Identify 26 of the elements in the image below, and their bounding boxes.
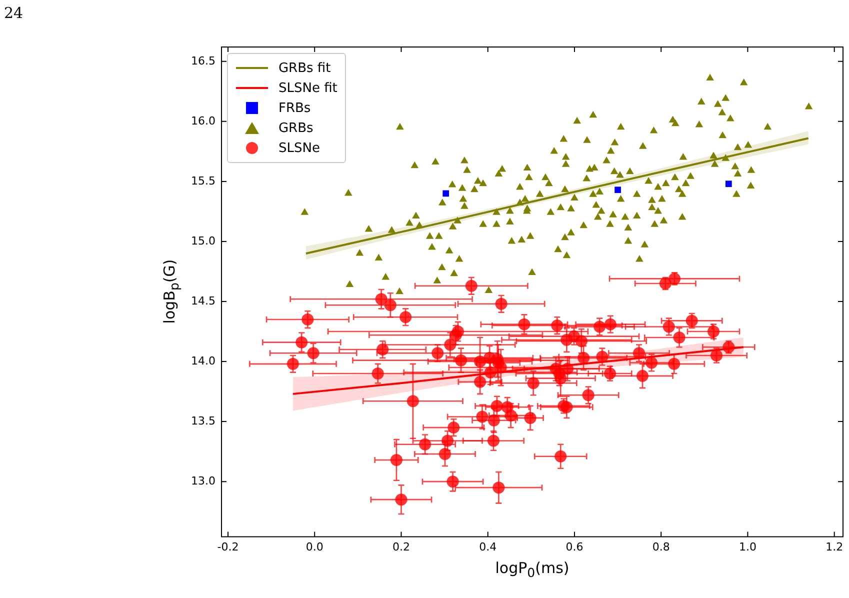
y-tick-label: 15.5: [190, 174, 216, 188]
y-tick-label: 16.0: [190, 114, 216, 128]
legend-label: GRBs fit: [278, 60, 331, 76]
x-tick-label: -0.2: [217, 540, 239, 554]
y-tick-label: 13.0: [190, 474, 216, 488]
point: [442, 190, 450, 197]
legend-label: FRBs: [278, 100, 311, 116]
y-tick-label: 15.0: [190, 234, 216, 248]
legend-label: GRBs: [278, 120, 314, 136]
x-tick-label: 0.8: [652, 540, 670, 554]
legend-label: SLSNe: [278, 140, 320, 156]
x-tick-label: 1.2: [826, 540, 844, 554]
y-tick-label: 14.0: [190, 354, 216, 368]
y-tick-label: 14.5: [190, 294, 216, 308]
point: [725, 180, 732, 188]
y-tick-label: 13.5: [190, 414, 216, 428]
x-tick-label: 0.4: [479, 540, 497, 554]
point: [614, 186, 621, 194]
x-axis-title: logP$_{0}$(ms): [495, 558, 570, 580]
x-tick-label: 1.0: [738, 540, 756, 554]
x-tick-label: 0.2: [392, 540, 410, 554]
x-tick-label: 0.0: [306, 540, 324, 554]
text: 24: [4, 4, 24, 22]
x-tick-label: 0.6: [566, 540, 584, 554]
legend-label: SLSNe fit: [278, 80, 338, 96]
y-tick-label: 16.5: [190, 54, 216, 68]
